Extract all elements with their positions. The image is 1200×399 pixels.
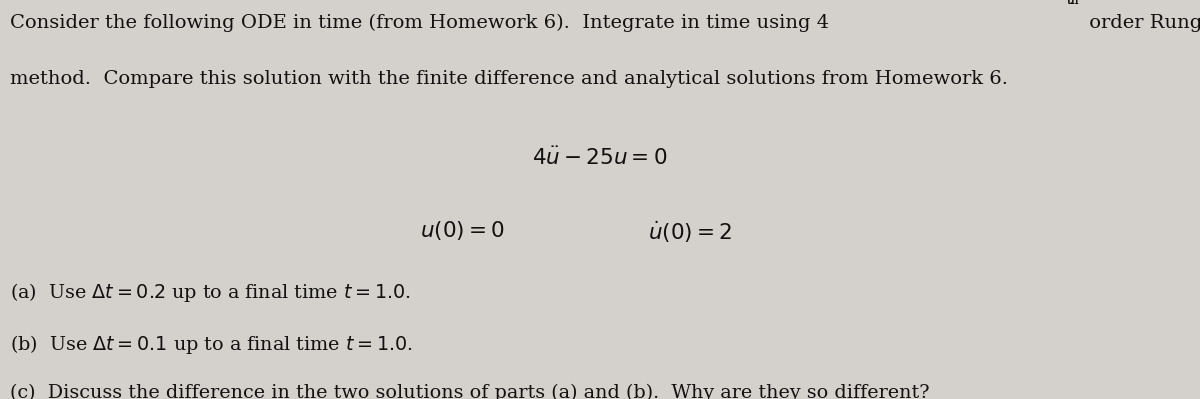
Text: th: th bbox=[1067, 0, 1079, 7]
Text: (c)  Discuss the difference in the two solutions of parts (a) and (b).  Why are : (c) Discuss the difference in the two so… bbox=[10, 384, 929, 399]
Text: method.  Compare this solution with the finite difference and analytical solutio: method. Compare this solution with the f… bbox=[10, 70, 1008, 88]
Text: (b)  Use $\Delta t=0.1$ up to a final time $t=1.0$.: (b) Use $\Delta t=0.1$ up to a final tim… bbox=[10, 333, 413, 356]
Text: (a)  Use $\Delta t=0.2$ up to a final time $t=1.0$.: (a) Use $\Delta t=0.2$ up to a final tim… bbox=[10, 281, 410, 304]
Text: $\dot{u}(0)=2$: $\dot{u}(0)=2$ bbox=[648, 219, 732, 245]
Text: $4\ddot{u}-25u=0$: $4\ddot{u}-25u=0$ bbox=[533, 148, 667, 170]
Text: $u(0)=0$: $u(0)=0$ bbox=[420, 219, 504, 243]
Text: th: th bbox=[1067, 0, 1079, 7]
Text: order Runge-Kutta: order Runge-Kutta bbox=[1082, 14, 1200, 32]
Text: Consider the following ODE in time (from Homework 6).  Integrate in time using 4: Consider the following ODE in time (from… bbox=[10, 14, 829, 32]
